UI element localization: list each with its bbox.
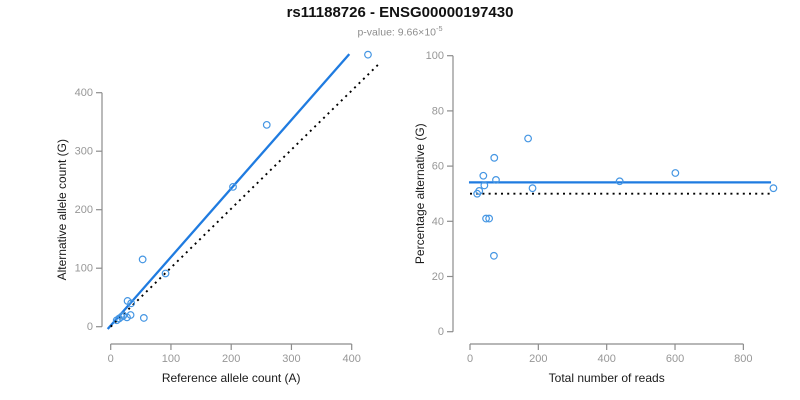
data-point	[229, 182, 237, 191]
data-point	[480, 181, 489, 190]
y-tick-label: 0	[438, 326, 444, 338]
x-axis-title: Reference allele count (A)	[162, 371, 301, 385]
x-tick-label: 400	[343, 353, 361, 365]
data-point	[671, 169, 680, 177]
pvalue-base: 9.66×10	[397, 26, 436, 39]
data-point	[161, 269, 170, 278]
y-tick-label: 200	[75, 204, 93, 216]
x-tick-label: 400	[598, 353, 616, 365]
x-tick-label: 200	[222, 353, 240, 365]
data-point	[119, 311, 128, 320]
pvalue-exponent: -5	[436, 24, 443, 33]
data-point	[615, 177, 624, 186]
identity-line	[110, 63, 380, 328]
data-point	[262, 120, 271, 129]
data-point	[127, 299, 136, 308]
data-point	[117, 312, 126, 321]
data-point	[490, 153, 499, 162]
chart-percentage-vs-reads-scatter: 0 20 40 60 80 100 0 200 400 600 800 Total number of…	[413, 50, 778, 385]
data-point	[139, 314, 148, 322]
x-tick-label: 100	[162, 353, 180, 365]
data-point	[482, 214, 490, 223]
y-tick-label: 400	[75, 87, 93, 99]
x-axis-title: Total number of reads	[549, 371, 665, 385]
x-tick-label: 600	[666, 353, 684, 365]
x-tick-label: 800	[734, 353, 752, 365]
data-point	[485, 214, 494, 223]
y-tick-label: 80	[432, 105, 444, 117]
y-tick-label: 300	[75, 146, 93, 158]
data-point	[528, 184, 537, 193]
plot-title: rs11188726 - ENSG00000197430	[286, 4, 514, 21]
data-point	[138, 255, 147, 264]
plot-subtitle: p-value: 9.66×10-5	[0, 24, 800, 39]
pvalue-label: p-value:	[357, 26, 398, 39]
x-tick-label: 0	[108, 353, 114, 365]
data-point	[479, 171, 488, 180]
data-point	[475, 187, 484, 195]
y-tick-label: 60	[432, 161, 444, 173]
data-point	[524, 134, 532, 143]
y-tick-label: 20	[432, 271, 444, 283]
plot-header: rs11188726 - ENSG00000197430 p-value: 9.…	[0, 4, 800, 39]
data-point	[126, 311, 135, 319]
y-tick-label: 100	[426, 50, 444, 62]
x-tick-label: 0	[467, 353, 473, 365]
y-axis-title: Alternative allele count (G)	[55, 139, 69, 280]
data-point	[490, 251, 498, 260]
data-point	[492, 175, 500, 184]
x-tick-label: 300	[282, 353, 300, 365]
y-tick-label: 100	[75, 263, 93, 275]
data-point	[364, 50, 372, 59]
y-axis-title: Percentage alternative (G)	[413, 123, 427, 264]
data-point	[769, 184, 778, 193]
y-tick-label: 0	[87, 321, 93, 333]
y-tick-label: 40	[432, 216, 444, 228]
x-tick-label: 200	[529, 353, 547, 365]
chart-allele-counts-scatter: 0 100 200 300 400 0 100 200 300 400 Reference alle…	[55, 50, 380, 385]
fit-line	[106, 53, 351, 330]
